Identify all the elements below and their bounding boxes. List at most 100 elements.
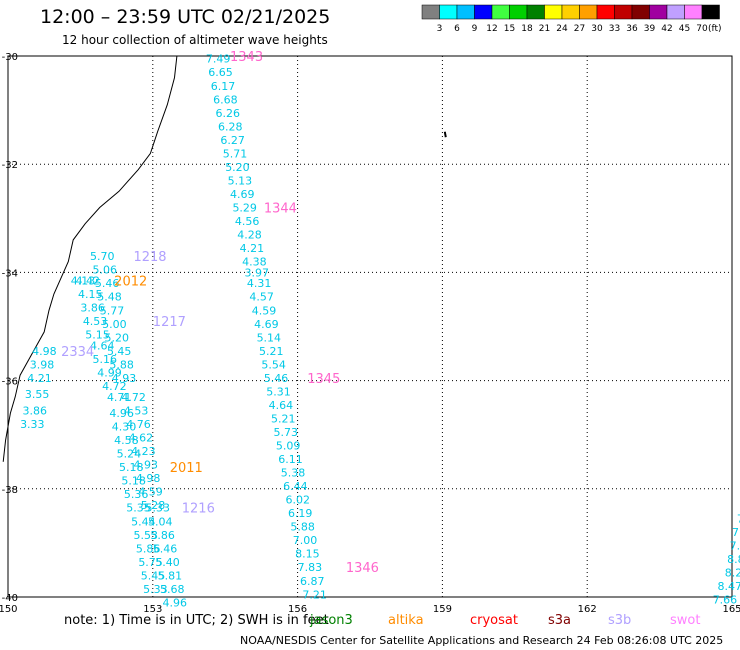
wave-height-value: 5.77 — [100, 304, 125, 317]
wave-height-value: 3.98 — [30, 358, 55, 371]
wave-height-value: 7.5 — [730, 540, 740, 553]
wave-height-value: 4.69 — [254, 318, 279, 331]
wave-height-value: 6.11 — [278, 453, 303, 466]
satellite-label-altika: altika — [388, 613, 424, 628]
latitude-tick-label: -34 — [2, 268, 18, 279]
wave-height-value: 5.24 — [117, 448, 142, 461]
longitude-tick-label: 165 — [722, 604, 740, 615]
wave-height-value: 6.68 — [213, 93, 238, 106]
wave-height-value: 8.8 — [727, 553, 740, 566]
wave-height-value: 5.04 — [148, 515, 173, 528]
latitude-tick-label: -30 — [2, 52, 18, 63]
altimeter-track: 777.7.58.88.228.477.66 — [713, 513, 740, 607]
wave-height-value: 4.62 — [129, 431, 154, 444]
wave-height-value: 5.75 — [138, 556, 163, 569]
wave-height-value: 4.38 — [242, 256, 266, 269]
wave-height-value: 8.22 — [725, 567, 740, 580]
satellite-label-s3b: s3b — [608, 613, 632, 628]
wave-height-value: 5.88 — [290, 521, 315, 534]
wave-height-value: 5.86 — [150, 529, 175, 542]
altimeter-track: 4.564.284.214.383.974.314.574.594.695.14… — [235, 201, 297, 384]
wave-height-value: 4.23 — [131, 445, 156, 458]
altimeter-track: 1346 — [346, 561, 379, 576]
legend-swatch — [701, 4, 720, 20]
satellite-label-swot: swot — [670, 613, 701, 628]
wave-height-value: 5.68 — [160, 583, 185, 596]
wave-height-value: 4.76 — [126, 418, 150, 431]
satellite-label-s3a: s3a — [548, 613, 572, 628]
wave-height-value: 3.86 — [80, 302, 105, 315]
wave-height-value: 4.57 — [249, 291, 273, 304]
wave-height-value: 3.86 — [22, 404, 47, 417]
pass-time-label: 2334 — [61, 345, 94, 360]
credit-footer: NOAA/NESDIS Center for Satellite Applica… — [240, 634, 724, 647]
legend-label: 39 — [644, 24, 656, 34]
pass-time-label: 2011 — [170, 461, 203, 476]
altimeter-track: 4.134.424.153.864.535.154.645.164.994.72… — [71, 275, 148, 393]
altimeter-track: 5.705.065.465.485.775.005.205.455.884.93… — [90, 250, 167, 385]
wave-height-value: 4.64 — [90, 339, 115, 352]
wave-height-value: 5.53 — [133, 529, 158, 542]
legend-label: 42 — [661, 24, 672, 34]
wave-height-value: 5.44 — [131, 515, 156, 528]
wave-height-value: 5.18 — [121, 475, 146, 488]
altimeter-track: 1217 — [153, 315, 186, 330]
altimeter-track: 4.983.984.21 3.55 3.863.33 2334 — [20, 345, 94, 431]
wave-height-value: 5.46 — [153, 542, 178, 555]
wave-height-value: 4.58 — [114, 434, 139, 447]
wave-height-value: 4.15 — [78, 288, 103, 301]
wave-height-value: 4.99 — [97, 366, 122, 379]
wave-height-value: 6.65 — [208, 66, 233, 79]
wave-height-value: 7.21 — [302, 588, 327, 601]
map-title: 12:00 – 23:59 UTC 02/21/2025 — [40, 6, 331, 28]
wave-height-value: 7.66 — [713, 594, 738, 607]
wave-height-value: 4.96 — [109, 407, 134, 420]
wave-height-value: 5.18 — [119, 461, 144, 474]
wave-height-value: 6.28 — [218, 120, 243, 133]
latitude-tick-label: -32 — [2, 160, 18, 171]
wave-height-value: 6.02 — [286, 494, 311, 507]
legend-label: 33 — [609, 24, 620, 34]
wave-height-value: 5.29 — [232, 201, 257, 214]
wave-height-value: 5.86 — [136, 542, 161, 555]
wave-height-value: 7.83 — [298, 561, 323, 574]
wave-height-value: 4.98 — [32, 345, 57, 358]
wave-height-value: 5.81 — [158, 569, 183, 582]
wave-height-value: 7 — [737, 513, 740, 526]
legend-label: 18 — [521, 24, 533, 34]
altimeter-track: 4.714.72 4.964.53 4.304.76 4.584.62 5.244.23… — [107, 391, 203, 515]
legend-label: 12 — [486, 24, 497, 34]
wave-height-value: 4.13 — [71, 275, 96, 288]
satellite-label-cryosat: cryosat — [470, 613, 518, 628]
wave-height-value: 5.73 — [273, 426, 298, 439]
pass-time-label: 1216 — [182, 502, 215, 517]
longitude-tick-label: 162 — [578, 604, 597, 615]
coastline — [2, 55, 178, 462]
latitude-tick-label: -38 — [2, 485, 18, 496]
wave-height-value: 5.88 — [109, 358, 134, 371]
legend-label: 27 — [574, 24, 585, 34]
altimeter-track: 5.335.445.045.535.865.865.465.755.405.45… — [131, 502, 215, 610]
legend-unit: (ft) — [708, 24, 722, 34]
wave-height-value: 5.16 — [92, 353, 117, 366]
map-frame — [7, 55, 733, 598]
pass-time-label: 2012 — [114, 275, 147, 290]
wave-height-value: 5.21 — [259, 345, 284, 358]
wave-height-value: 4.31 — [247, 277, 271, 290]
wave-height-value: 4.64 — [269, 399, 294, 412]
latitude-tick-label: -40 — [2, 593, 18, 604]
wave-height-value: 6.27 — [220, 134, 245, 147]
legend-label: 21 — [539, 24, 550, 34]
wave-height-value: 5.33 — [143, 583, 168, 596]
wave-height-value: 3.55 — [25, 388, 50, 401]
map-subtitle: 12 hour collection of altimeter wave hei… — [62, 33, 328, 47]
legend-label: 45 — [679, 24, 690, 34]
legend-label: 24 — [556, 24, 568, 34]
units-note: note: 1) Time is in UTC; 2) SWH is in fe… — [64, 613, 329, 628]
wave-height-value: 5.33 — [146, 502, 171, 515]
wave-height-value: 5.35 — [126, 502, 150, 515]
pass-time-label: 1218 — [133, 250, 166, 265]
wave-height-value: 5.38 — [281, 467, 306, 480]
longitude-tick-label: 153 — [143, 604, 162, 615]
